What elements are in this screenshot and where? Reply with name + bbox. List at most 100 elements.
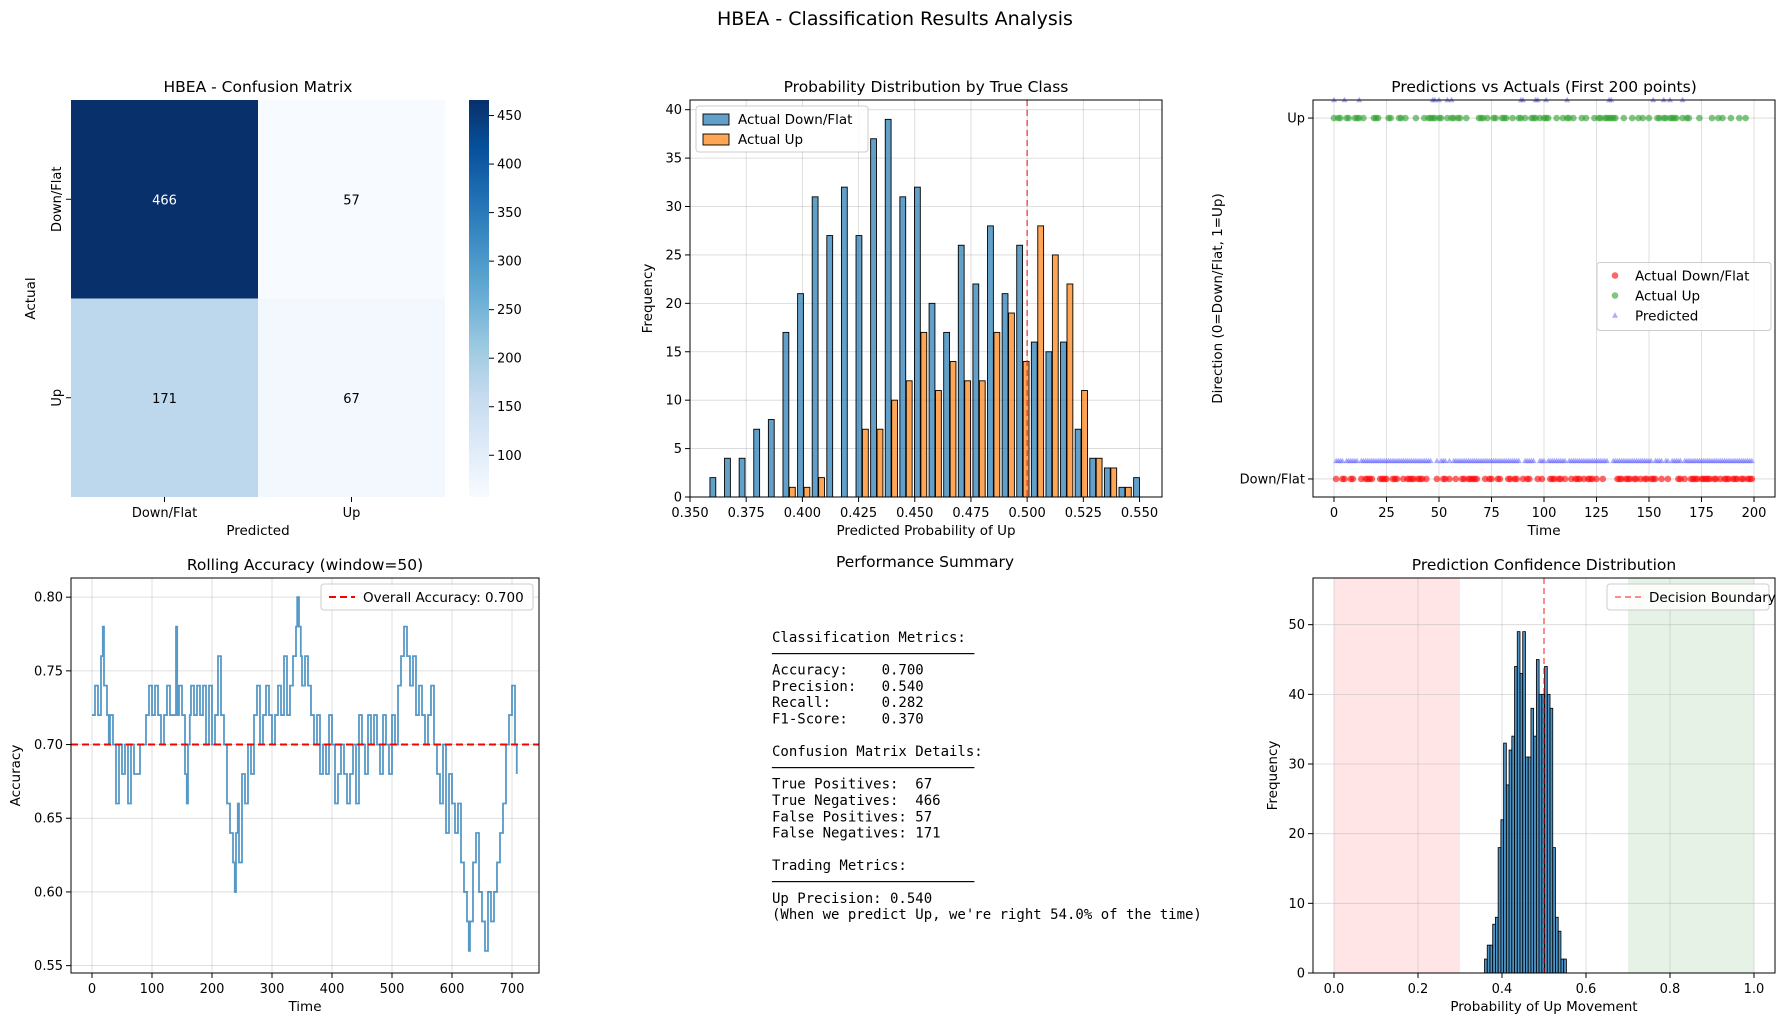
rolling-accuracy-panel: 0 100 200 300 400 500 600 700 0.55 0.60 0.65 0.70 0.… xyxy=(8,556,540,1015)
histogram-bar xyxy=(1516,631,1521,974)
colorbar xyxy=(469,100,489,497)
bar-actual-up xyxy=(1037,225,1045,498)
x-tick-label: 1.0 xyxy=(1744,982,1765,997)
point-predicted xyxy=(1541,457,1547,464)
x-tick-label: 50 xyxy=(1431,506,1448,521)
y-tick-label: 5 xyxy=(674,442,682,457)
summary-line: Recall: 0.282 xyxy=(772,695,924,711)
point-predicted xyxy=(1604,457,1610,464)
bar-actual-down xyxy=(1089,457,1097,498)
point-actual-up xyxy=(1437,114,1445,122)
x-tick-label: 125 xyxy=(1584,506,1609,521)
y-tick-label: 15 xyxy=(665,345,682,360)
point-actual-up xyxy=(1553,114,1560,122)
probability-histogram-panel: 0.350 0.375 0.400 0.425 0.450 0.475 0.500 0.525… xyxy=(640,78,1163,539)
summary-line: ──────────────────────── xyxy=(771,760,975,776)
y-tick-label: 0.80 xyxy=(34,591,63,606)
x-tick-label: 300 xyxy=(260,982,285,997)
histogram-bar xyxy=(1492,923,1496,974)
y-tick-label: 0.70 xyxy=(34,738,63,753)
point-actual-down xyxy=(1349,475,1357,483)
bar-actual-down xyxy=(753,428,761,498)
histogram-bar xyxy=(1500,819,1505,974)
point-actual-up xyxy=(1463,114,1470,122)
low-confidence-zone xyxy=(1334,578,1460,973)
x-axis-label: Predicted Probability of Up xyxy=(836,523,1015,539)
bar-actual-up xyxy=(1051,254,1059,498)
bar-actual-down xyxy=(1060,341,1067,498)
y-tick-label: 25 xyxy=(665,248,682,263)
point-actual-down xyxy=(1664,475,1672,483)
heatmap-cell xyxy=(71,100,258,299)
point-predicted xyxy=(1562,457,1568,464)
x-axis-label: Time xyxy=(287,999,321,1015)
point-predicted xyxy=(1677,457,1684,464)
y-tick-label: 10 xyxy=(665,394,682,409)
chart-title: Rolling Accuracy (window=50) xyxy=(187,556,423,574)
x-category-label: Up xyxy=(343,506,361,521)
summary-title: Performance Summary xyxy=(836,553,1014,571)
y-tick-label: 10 xyxy=(1288,897,1305,912)
point-predicted xyxy=(1664,457,1671,464)
histogram-bar xyxy=(1519,673,1524,974)
y-tick-label: 0.55 xyxy=(34,959,63,974)
bar-actual-up xyxy=(1066,283,1074,498)
y-tick-label: 30 xyxy=(665,200,682,215)
point-actual-up xyxy=(1345,114,1352,122)
chart-title: Predictions vs Actuals (First 200 points… xyxy=(1391,78,1697,96)
histogram-bar xyxy=(1522,631,1526,974)
colorbar-tick-label: 400 xyxy=(497,158,522,173)
bar-actual-up xyxy=(993,331,1001,498)
legend-box xyxy=(695,105,869,153)
bar-actual-down xyxy=(1016,244,1024,498)
point-actual-up xyxy=(1742,114,1749,122)
y-tick-label: Up xyxy=(1287,112,1305,127)
bar-actual-down xyxy=(972,283,980,498)
x-tick-label: 100 xyxy=(1532,506,1557,521)
histogram-bar xyxy=(1484,958,1488,974)
legend-label: Decision Boundary xyxy=(1649,590,1776,606)
point-actual-up xyxy=(1685,114,1693,122)
y-category-label: Down/Flat xyxy=(50,167,65,232)
x-tick-label: 0 xyxy=(1330,506,1338,521)
y-tick-label: 20 xyxy=(665,297,682,312)
summary-line: ──────────────────────── xyxy=(771,646,975,662)
bar-actual-down xyxy=(914,186,921,498)
bar-actual-down xyxy=(1118,486,1126,498)
x-tick-label: 600 xyxy=(440,982,465,997)
summary-line: True Negatives: 466 xyxy=(772,793,941,809)
legend-marker xyxy=(1611,272,1619,279)
point-actual-up xyxy=(1402,114,1409,122)
histogram-bar xyxy=(1527,756,1532,974)
bar-actual-up xyxy=(891,399,898,498)
bar-actual-up xyxy=(1110,467,1118,498)
point-actual-up xyxy=(1570,114,1577,122)
x-tick-label: 150 xyxy=(1637,506,1662,521)
bar-actual-down xyxy=(840,186,848,498)
y-tick-label: 50 xyxy=(1288,618,1305,633)
point-actual-down xyxy=(1599,475,1607,483)
point-actual-up xyxy=(1387,114,1394,122)
cell-value-label: 67 xyxy=(343,392,360,407)
y-tick-label: 0.60 xyxy=(34,885,63,900)
bar-actual-up xyxy=(818,477,825,498)
point-predicted xyxy=(1648,457,1655,464)
point-actual-up xyxy=(1620,114,1628,122)
axes-frame xyxy=(1312,99,1776,498)
y-tick-label: 20 xyxy=(1288,827,1305,842)
histogram-bar xyxy=(1557,930,1562,974)
legend-box xyxy=(320,583,534,611)
bar-actual-up xyxy=(935,390,942,498)
legend-swatch xyxy=(702,113,730,126)
point-actual-up xyxy=(1719,114,1726,122)
summary-line: Precision: 0.540 xyxy=(772,679,924,695)
point-actual-down xyxy=(1341,475,1348,483)
legend-box xyxy=(1596,262,1772,331)
summary-line: False Positives: 57 xyxy=(772,809,932,825)
x-tick-label: 0.2 xyxy=(1408,982,1429,997)
bar-actual-up xyxy=(1008,312,1015,498)
x-tick-label: 700 xyxy=(500,982,525,997)
x-tick-label: 0.350 xyxy=(671,506,708,521)
bar-actual-down xyxy=(855,235,863,498)
